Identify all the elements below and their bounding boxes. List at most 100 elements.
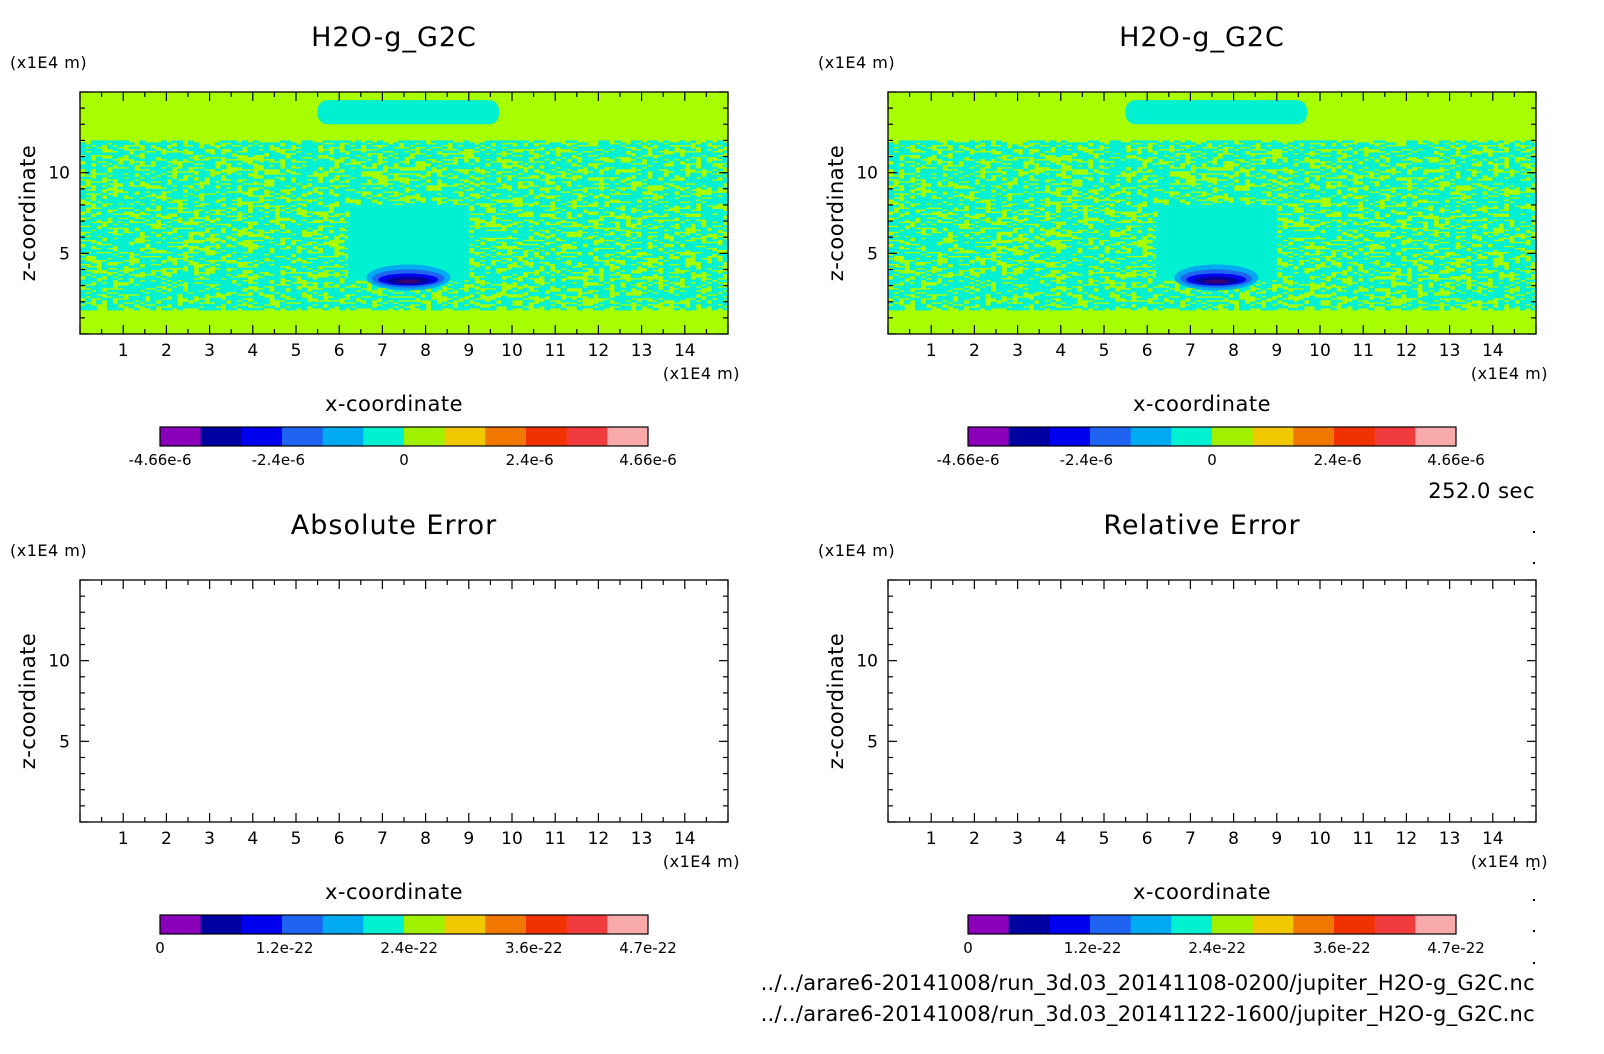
x-tick-label: 8 (1228, 341, 1239, 361)
x-axis-label: x-coordinate (1133, 392, 1271, 416)
heatmap-field (888, 92, 1537, 334)
x-tick-label: 1 (118, 341, 129, 361)
x-tick-label: 4 (247, 829, 258, 849)
heatmap-field (888, 580, 1536, 822)
x-tick-label: 13 (631, 829, 653, 849)
x-tick-label: 6 (1142, 341, 1153, 361)
x-tick-label: 11 (1352, 829, 1374, 849)
colorbar-tick-label: 1.2e-22 (1064, 939, 1122, 957)
colorbar-tick-label: -4.66e-6 (129, 451, 192, 469)
x-tick-label: 12 (1396, 829, 1418, 849)
x-tick-label: 12 (588, 829, 610, 849)
colorbar-segment (1090, 915, 1132, 934)
colorbar-segment (404, 427, 446, 446)
x-tick-label: 13 (1439, 829, 1461, 849)
x-tick-label: 1 (118, 829, 129, 849)
colorbar-tick-label: -2.4e-6 (252, 451, 305, 469)
colorbar-segment (200, 915, 242, 934)
x-tick-label: 7 (1185, 341, 1196, 361)
x-tick-label: 10 (1309, 341, 1331, 361)
x-axis-unit: (x1E4 m) (1471, 852, 1548, 871)
colorbar-segment (968, 427, 1010, 446)
colorbar-segment (607, 427, 649, 446)
colorbar-segment (526, 427, 568, 446)
colorbar-segment (1171, 915, 1213, 934)
x-tick-label: 13 (1439, 341, 1461, 361)
colorbar-tick-label: 2.4e-22 (1188, 939, 1246, 957)
y-axis-label: z-coordinate (824, 633, 848, 770)
y-axis-unit: (x1E4 m) (818, 53, 895, 72)
colorbar-segment (1090, 427, 1132, 446)
panel-4: Relative Error(x1E4 m)1 2 3 4 5 6 7 8 9 10 11 12 13 1… (818, 510, 1548, 957)
colorbar-segment (1293, 427, 1335, 446)
y-axis-unit: (x1E4 m) (10, 53, 87, 72)
time-label: 252.0 sec (1428, 479, 1535, 503)
colorbar-segment (526, 915, 568, 934)
colorbar-segment (160, 915, 202, 934)
x-tick-label: 9 (463, 341, 474, 361)
axis-ticks (79, 91, 729, 335)
colorbar-segment (607, 915, 649, 934)
x-tick-label: 13 (631, 341, 653, 361)
x-tick-label: 10 (501, 829, 523, 849)
panel-title: Absolute Error (291, 510, 497, 541)
x-axis-label: x-coordinate (325, 880, 463, 904)
file-path-2: ../../arare6-20141008/run_3d.03_20141122… (761, 1002, 1535, 1027)
y-tick-label: 10 (856, 164, 878, 184)
heatmap-field (80, 92, 729, 334)
cap-region (1125, 100, 1308, 125)
x-tick-label: 12 (1396, 341, 1418, 361)
colorbar-segment (363, 427, 405, 446)
cap-region (317, 100, 500, 125)
colorbar: 0 1.2e-22 2.4e-22 3.6e-22 4.7e-22 (155, 914, 677, 957)
x-tick-label: 10 (1309, 829, 1331, 849)
colorbar-segment (1212, 427, 1254, 446)
x-tick-label: 14 (674, 829, 696, 849)
colorbar: -4.66e-6 -2.4e-6 0 2.4e-6 4.66e-6 (937, 426, 1485, 469)
colorbar-segment (968, 915, 1010, 934)
colorbar-tick-label: 4.7e-22 (1427, 939, 1485, 957)
colorbar: 0 1.2e-22 2.4e-22 3.6e-22 4.7e-22 (963, 914, 1485, 957)
colorbar-segment (1252, 427, 1294, 446)
x-tick-label: 8 (1228, 829, 1239, 849)
colorbar-segment (1334, 915, 1376, 934)
colorbar-segment (322, 915, 364, 934)
colorbar-segment (1212, 915, 1254, 934)
y-tick-label: 5 (867, 244, 878, 264)
y-tick-label: 5 (867, 732, 878, 752)
negative-anomaly (366, 264, 451, 291)
x-tick-label: 8 (420, 341, 431, 361)
x-axis-unit: (x1E4 m) (663, 364, 740, 383)
negative-anomaly (1174, 264, 1259, 291)
x-tick-label: 8 (420, 829, 431, 849)
panel-3: Absolute Error(x1E4 m)1 2 3 4 5 6 7 8 9 10 11 12 13 1… (10, 510, 740, 957)
y-axis-unit: (x1E4 m) (10, 541, 87, 560)
colorbar-tick-label: 4.66e-6 (1427, 451, 1485, 469)
x-tick-label: 11 (544, 341, 566, 361)
file-path-1: ../../arare6-20141008/run_3d.03_20141108… (761, 971, 1535, 996)
x-tick-label: 6 (1142, 829, 1153, 849)
x-tick-label: 5 (291, 829, 302, 849)
x-tick-label: 7 (1185, 829, 1196, 849)
x-tick-label: 3 (1012, 829, 1023, 849)
x-tick-label: 2 (161, 829, 172, 849)
y-axis-unit: (x1E4 m) (818, 541, 895, 560)
x-tick-label: 9 (1271, 829, 1282, 849)
y-tick-label: 10 (856, 652, 878, 672)
x-tick-label: 6 (334, 341, 345, 361)
colorbar-segment (404, 915, 446, 934)
x-tick-label: 5 (291, 341, 302, 361)
heatmap-field (80, 580, 728, 822)
y-tick-label: 5 (59, 244, 70, 264)
x-tick-label: 14 (1482, 341, 1504, 361)
colorbar-segment (1374, 427, 1416, 446)
colorbar-tick-label: 3.6e-22 (505, 939, 563, 957)
colorbar-segment (1374, 915, 1416, 934)
colorbar-segment (1049, 427, 1091, 446)
axis-ticks (887, 91, 1537, 335)
x-tick-label: 5 (1099, 829, 1110, 849)
x-tick-label: 1 (926, 341, 937, 361)
colorbar-segment (1334, 427, 1376, 446)
x-tick-label: 2 (161, 341, 172, 361)
